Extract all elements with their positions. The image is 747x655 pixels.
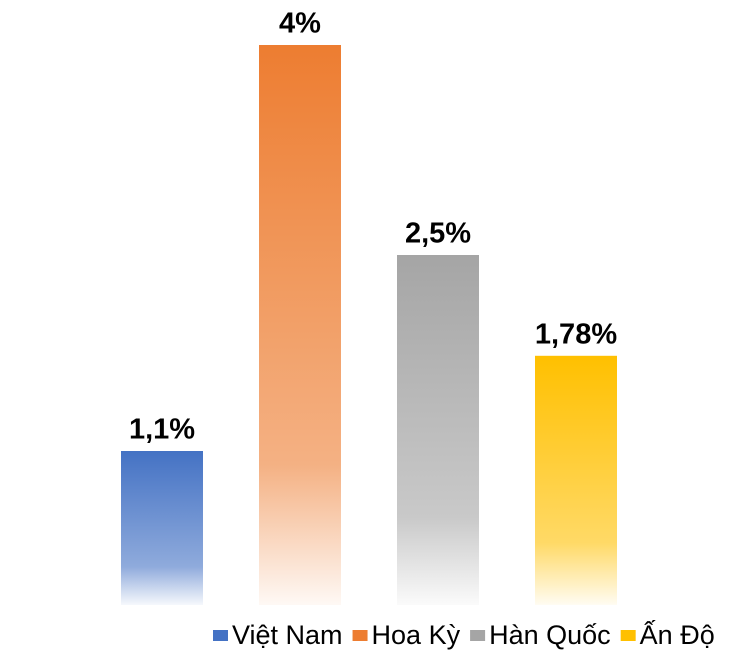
value-label: 2,5%: [405, 218, 471, 250]
bar: [535, 355, 617, 605]
value-label: 1,78%: [535, 318, 617, 350]
legend-label: Hoa Kỳ: [372, 620, 461, 650]
legend-marker: [620, 630, 636, 641]
legend-marker: [213, 630, 228, 641]
legend-label: Hàn Quốc: [489, 620, 611, 650]
legend-marker: [470, 630, 486, 641]
bar: [121, 451, 203, 605]
legend-label: Ấn Độ: [640, 619, 715, 650]
value-label: 4%: [279, 8, 321, 40]
bar: [397, 255, 479, 605]
legend-label: Việt Nam: [232, 620, 343, 650]
value-label: 1,1%: [129, 414, 195, 446]
legend-marker: [352, 630, 368, 641]
bar: [259, 45, 341, 605]
